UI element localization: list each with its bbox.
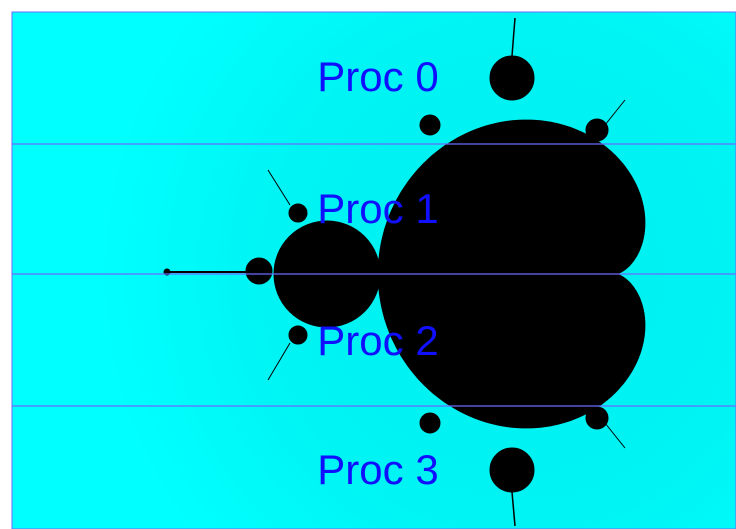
process-dividers [12, 143, 736, 407]
proc-label: Proc 2 [317, 317, 438, 364]
filament [267, 169, 291, 206]
bulb [585, 118, 609, 142]
proc-label: Proc 0 [317, 53, 438, 100]
filament [604, 99, 626, 126]
bulb [288, 203, 308, 223]
bulb [419, 412, 441, 434]
filament [511, 17, 516, 57]
proc-label: Proc 3 [317, 446, 438, 493]
bulb [288, 325, 308, 345]
bulb [585, 406, 609, 430]
top-bulb [489, 55, 535, 101]
filament [511, 491, 516, 527]
bottom-bulb [489, 447, 535, 493]
proc-label: Proc 1 [317, 185, 438, 232]
filament [267, 342, 291, 381]
filament [604, 422, 626, 449]
bulb [419, 114, 441, 136]
